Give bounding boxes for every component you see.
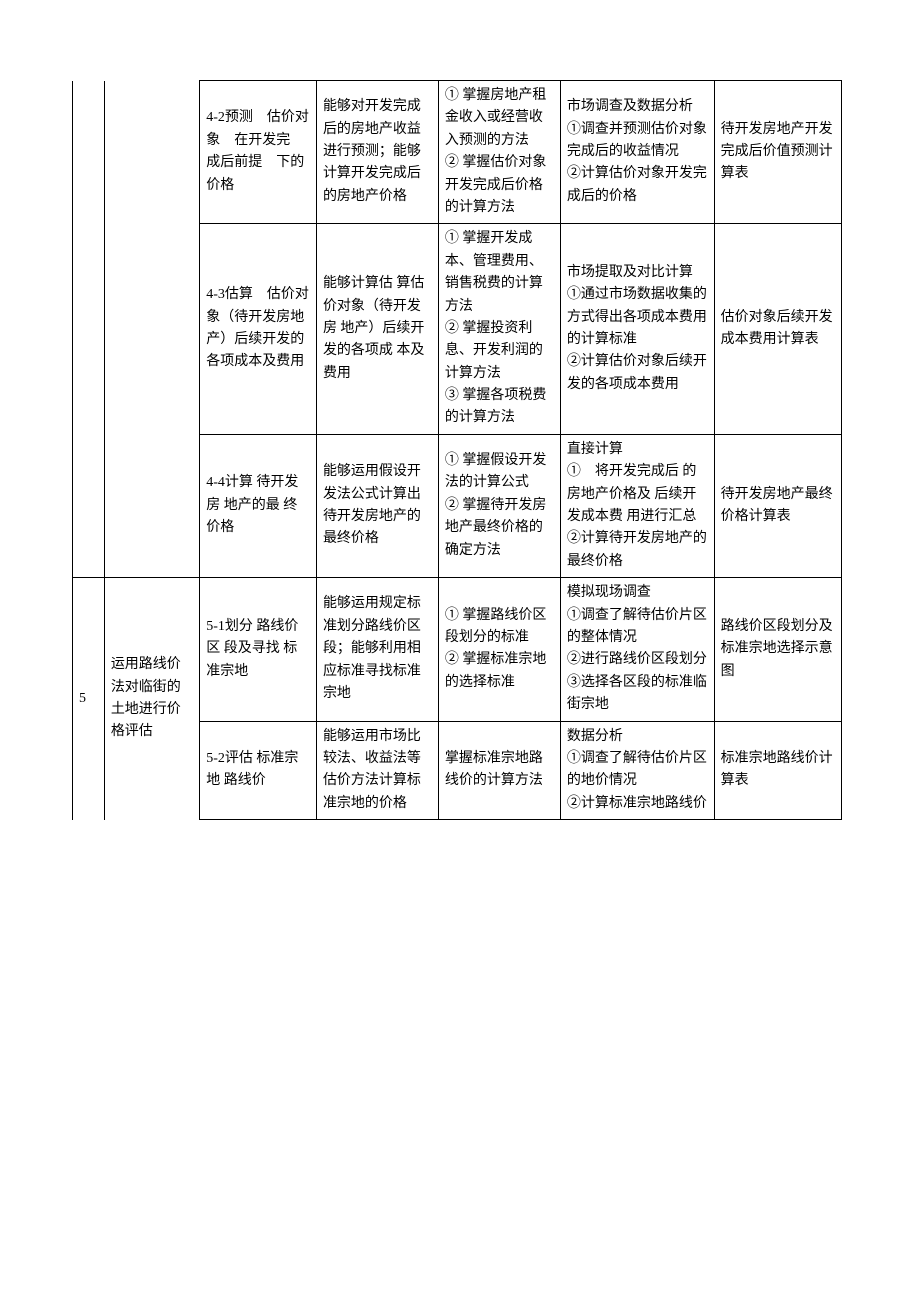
cell-knowledge: ① 掌握路线价区段划分的标准② 掌握标准宗地的选择标准 <box>438 578 560 721</box>
cell-steps: 模拟现场调查①调查了解待估价片区的整体情况②进行路线价区段划分③选择各区段的标准… <box>560 578 714 721</box>
cell-goal: 能够运用市场比较法、收益法等估价方法计算标准宗地的价格 <box>316 721 438 820</box>
cell-subtask: 4-3估算 估价对象（待开发房地产）后续开发的各项成本及费用 <box>200 224 317 435</box>
table-row: 4-2预测 估价对象 在开发完 成后前提 下的价格 能够对开发完成后的房地产收益… <box>73 81 842 224</box>
cell-output: 待开发房地产开发完成后价值预测计算表 <box>714 81 841 224</box>
cell-output: 估价对象后续开发成本费用计算表 <box>714 224 841 435</box>
cell-steps: 数据分析①调查了解待估价片区的地价情况②计算标准宗地路线价 <box>560 721 714 820</box>
cell-subtask: 5-2评估 标准宗地 路线价 <box>200 721 317 820</box>
cell-project <box>104 81 199 578</box>
cell-steps: 市场调查及数据分析①调查并预测估价对象完成后的收益情况②计算估价对象开发完成后的… <box>560 81 714 224</box>
cell-output: 标准宗地路线价计算表 <box>714 721 841 820</box>
cell-index <box>73 81 105 578</box>
curriculum-table: 4-2预测 估价对象 在开发完 成后前提 下的价格 能够对开发完成后的房地产收益… <box>72 80 842 820</box>
cell-knowledge: ① 掌握开发成本、管理费用、销售税费的计算方法② 掌握投资利息、开发利润的计算方… <box>438 224 560 435</box>
cell-goal: 能够对开发完成后的房地产收益进行预测；能够计算开发完成后的房地产价格 <box>316 81 438 224</box>
cell-index: 5 <box>73 578 105 820</box>
cell-goal: 能够运用假设开发法公式计算出待开发房地产的最终价格 <box>316 434 438 577</box>
cell-subtask: 4-4计算 待开发房 地产的最 终价格 <box>200 434 317 577</box>
cell-knowledge: ① 掌握房地产租金收入或经营收入预测的方法② 掌握估价对象开发完成后价格的计算方… <box>438 81 560 224</box>
cell-output: 待开发房地产最终价格计算表 <box>714 434 841 577</box>
cell-subtask: 5-1划分 路线价区 段及寻找 标准宗地 <box>200 578 317 721</box>
cell-goal: 能够计算估 算估价对象（待开发房 地产）后续开 发的各项成 本及费用 <box>316 224 438 435</box>
cell-project: 运用路线价法对临街的土地进行价格评估 <box>104 578 199 820</box>
cell-steps: 直接计算① 将开发完成后 的房地产价格及 后续开发成本费 用进行汇总②计算待开发… <box>560 434 714 577</box>
cell-goal: 能够运用规定标准划分路线价区段；能够利用相应标准寻找标准宗地 <box>316 578 438 721</box>
cell-output: 路线价区段划分及标准宗地选择示意图 <box>714 578 841 721</box>
cell-subtask: 4-2预测 估价对象 在开发完 成后前提 下的价格 <box>200 81 317 224</box>
cell-knowledge: 掌握标准宗地路线价的计算方法 <box>438 721 560 820</box>
cell-steps: 市场提取及对比计算①通过市场数据收集的方式得出各项成本费用的计算标准②计算估价对… <box>560 224 714 435</box>
cell-knowledge: ① 掌握假设开发法的计算公式② 掌握待开发房地产最终价格的确定方法 <box>438 434 560 577</box>
table-row: 5 运用路线价法对临街的土地进行价格评估 5-1划分 路线价区 段及寻找 标准宗… <box>73 578 842 721</box>
